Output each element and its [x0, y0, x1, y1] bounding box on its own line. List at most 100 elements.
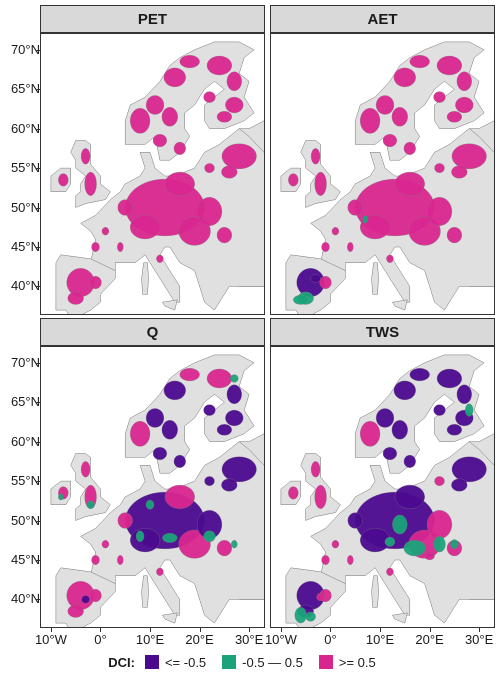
y-tick-label: 65°N [10, 81, 40, 97]
catchment-region [145, 408, 165, 428]
catchment-region [163, 67, 186, 88]
catchment-region [204, 476, 215, 486]
catchment-region [203, 404, 216, 416]
y-tick-mark [36, 49, 40, 51]
catchment-region [384, 536, 396, 547]
catchment-region [391, 420, 408, 440]
landmass [371, 262, 379, 295]
x-tick-mark [280, 628, 282, 632]
map-area [40, 33, 265, 315]
catchment-region [226, 71, 242, 91]
legend-title: DCI: [108, 654, 135, 670]
catchment-region [225, 409, 244, 427]
y-tick-label: 60°N [10, 433, 40, 449]
catchment-region [204, 163, 215, 173]
y-tick-label: 50°N [10, 512, 40, 528]
legend-item-high: >= 0.5 [318, 654, 376, 670]
catchment-region [130, 421, 151, 447]
catchment-region [347, 555, 354, 565]
catchment-region [424, 551, 435, 561]
catchment-region [230, 374, 239, 383]
catchment-region [156, 254, 164, 263]
catchment-region [456, 71, 472, 91]
y-tick-label: 70°N [10, 41, 40, 57]
catchment-region [375, 95, 395, 115]
landmass [371, 575, 379, 608]
catchment-region [434, 476, 445, 486]
catchment-region [451, 478, 468, 492]
catchment-region [226, 384, 242, 404]
catchment-region [162, 533, 178, 543]
x-tick-mark [479, 628, 481, 632]
x-tick-label: 20°E [185, 632, 214, 647]
catchment-region [173, 141, 186, 155]
catchment-region [101, 540, 110, 549]
landmass [162, 612, 178, 624]
catchment-region [231, 540, 238, 549]
catchment-region [408, 216, 441, 246]
catchment-region [89, 589, 102, 602]
catchment-region [221, 456, 257, 483]
catchment-region [86, 500, 95, 509]
catchment-region [221, 478, 238, 492]
catchment-region [164, 171, 195, 196]
catchment-region [161, 420, 178, 440]
panel-title-text: TWS [365, 323, 400, 341]
catchment-region [117, 242, 124, 252]
catchment-region [426, 197, 453, 226]
catchment-region [321, 242, 330, 252]
y-tick-label: 50°N [10, 199, 40, 215]
catchment-region [216, 424, 232, 436]
landmass [141, 262, 149, 295]
panel-title: PET [40, 5, 265, 33]
y-tick-mark [36, 286, 40, 288]
legend-swatch-low [144, 655, 159, 669]
legend-swatch-high [318, 655, 333, 669]
map-canvas [41, 347, 264, 627]
catchment-region [316, 592, 325, 602]
y-tick-mark [36, 89, 40, 91]
catchment-region [89, 276, 102, 289]
catchment-region [130, 108, 151, 134]
catchment-region [433, 536, 446, 553]
catchment-region [382, 447, 397, 460]
x-tick-mark [50, 628, 52, 632]
catchment-region [375, 408, 395, 428]
y-tick-mark [36, 207, 40, 209]
catchment-region [196, 197, 223, 226]
y-tick-label: 60°N [10, 120, 40, 136]
y-tick-mark [36, 402, 40, 404]
catchment-region [394, 171, 425, 196]
y-tick-label: 55°N [10, 160, 40, 176]
catchment-region [206, 368, 232, 389]
catchment-region [403, 454, 416, 468]
catchment-region [386, 567, 394, 576]
catchment-region [203, 530, 216, 542]
map-area [270, 346, 495, 628]
catchment-region [216, 540, 232, 557]
catchment-region [347, 242, 354, 252]
catchment-region [347, 199, 363, 216]
catchment-region [161, 107, 178, 127]
map-area [40, 346, 265, 628]
catchment-region [360, 108, 381, 134]
map-area [270, 33, 495, 315]
catchment-region [156, 567, 164, 576]
catchment-region [446, 111, 462, 123]
y-tick-mark [36, 441, 40, 443]
catchment-region [173, 454, 186, 468]
panel-title: TWS [270, 318, 495, 346]
catchment-region [91, 555, 100, 565]
catchment-region [465, 403, 474, 417]
legend-label-high: >= 0.5 [338, 654, 376, 670]
y-tick-label: 65°N [10, 394, 40, 410]
catchment-region [446, 227, 462, 244]
catchment-region [392, 514, 408, 535]
catchment-region [319, 276, 332, 289]
catchment-region [179, 368, 200, 382]
catchment-region [206, 55, 232, 76]
catchment-region [67, 604, 84, 618]
panel-title-text: PET [137, 10, 168, 28]
x-tick-mark [100, 628, 102, 632]
catchment-region [80, 148, 91, 165]
